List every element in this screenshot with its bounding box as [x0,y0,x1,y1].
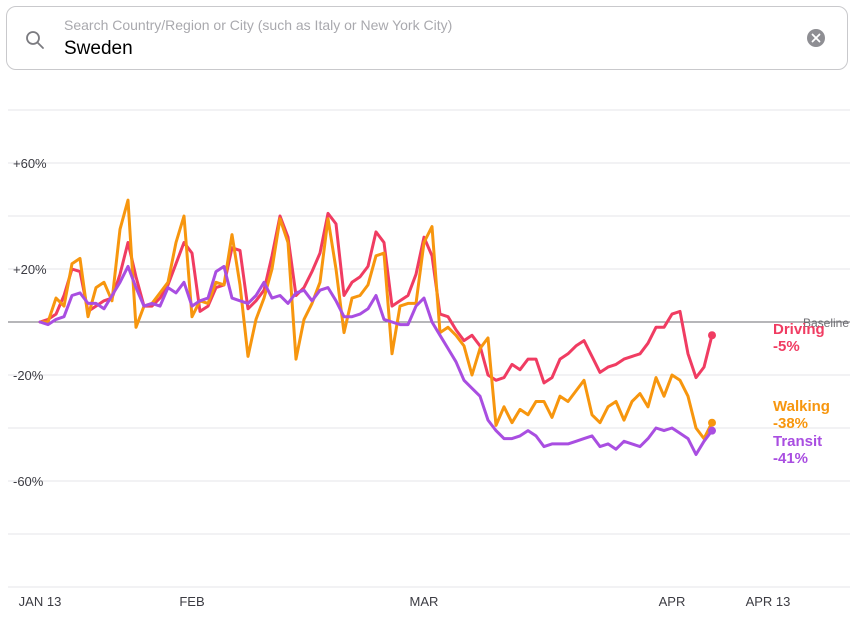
walking-end-point [708,418,716,427]
transit-label: Transit [773,433,822,450]
x-tick-label: FEB [179,594,204,609]
grid-lines [8,109,850,588]
series-labels: Driving-5% Walking-38%Transit-41% [773,321,830,467]
x-tick-label: JAN 13 [19,594,62,609]
driving-line [38,211,714,385]
driving-end-point [708,331,716,340]
x-tick-label: APR [659,594,686,609]
baseline-label: Baseline [803,316,849,330]
transit-value-label: -41% [773,450,808,467]
y-tick-label: +20% [13,262,47,277]
clear-icon[interactable] [806,28,826,48]
search-placeholder: Search Country/Region or City (such as I… [64,17,453,33]
transit-line [38,264,714,456]
transit-end-point [708,426,716,435]
search-input[interactable]: Sweden [64,38,133,59]
driving-value-label: -5% [773,338,800,355]
x-tick-label: APR 13 [746,594,791,609]
driving-label: Driving [773,321,825,338]
search-field[interactable]: Search Country/Region or City (such as I… [6,6,848,70]
walking-label: Walking [773,398,830,415]
series-lines [38,198,716,456]
walking-value-label: -38% [773,415,808,432]
search-icon [26,31,44,49]
x-tick-label: MAR [410,594,439,609]
y-tick-label: -60% [13,474,44,489]
x-axis-ticks: JAN 13 FEB MAR APR APR 13 [19,594,791,609]
y-axis-ticks: +60% +20% -20% -60% [13,156,47,489]
y-tick-label: -20% [13,368,44,383]
y-tick-label: +60% [13,156,47,171]
baseline: Baseline [8,316,850,330]
